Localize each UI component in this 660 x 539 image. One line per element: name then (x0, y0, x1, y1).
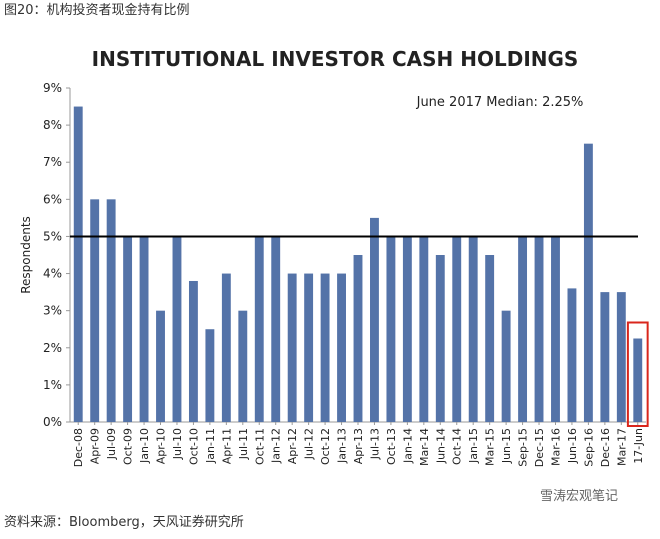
bar (353, 255, 363, 422)
highlight-box (626, 321, 649, 427)
x-tick-label: Jun-16 (566, 428, 579, 464)
caption: 图20：机构投资者现金持有比例 (4, 2, 190, 18)
x-tick-label: Jul-09 (105, 428, 118, 460)
bar (402, 236, 412, 422)
x-tick-label: Dec-15 (533, 428, 546, 467)
bar (90, 199, 100, 422)
bar (271, 236, 281, 422)
x-tick-label: Apr-11 (220, 428, 233, 464)
bar (188, 280, 198, 422)
x-tick-label: Apr-09 (89, 428, 102, 464)
bar (600, 292, 610, 422)
bar (73, 106, 83, 423)
y-axis-label: Respondents (19, 216, 33, 294)
y-tick-label: 0% (43, 415, 62, 429)
x-tick-label: Dec-08 (72, 428, 85, 467)
bar (337, 273, 346, 422)
source: 资料来源：Bloomberg，天风证券研究所 (4, 514, 244, 530)
bar (534, 236, 544, 422)
bar (633, 338, 643, 422)
chart-title: INSTITUTIONAL INVESTOR CASH HOLDINGS (92, 47, 579, 71)
y-tick-label: 9% (43, 81, 62, 95)
bar (205, 329, 215, 422)
x-tick-label: Mar-17 (615, 428, 628, 466)
x-tick-label: Apr-12 (286, 428, 299, 464)
x-tick-label: Jun-15 (500, 428, 513, 464)
bar (419, 236, 429, 422)
bar (452, 236, 462, 422)
x-tick-label: Sep-15 (517, 428, 530, 467)
x-tick-label: Jan-12 (270, 428, 283, 464)
y-tick-label: 1% (43, 378, 62, 392)
x-tick-label: Jan-11 (204, 428, 217, 464)
bar (123, 236, 133, 422)
x-tick-label: Apr-13 (352, 428, 365, 464)
y-tick-label: 4% (43, 267, 62, 281)
x-tick-label: Jan-14 (401, 428, 414, 464)
bar (567, 288, 577, 422)
bar (386, 236, 396, 422)
y-tick-label: 3% (43, 304, 62, 318)
bar (287, 273, 297, 422)
x-tick-label: Jul-10 (171, 428, 184, 460)
x-tick-label: 17-Jun (632, 428, 645, 464)
y-tick-label: 8% (43, 118, 62, 132)
bar (435, 255, 445, 422)
watermark: 雪涛宏观笔记 (540, 488, 618, 504)
x-tick-label: Dec-16 (599, 428, 612, 467)
bar (139, 236, 149, 422)
bar (221, 273, 231, 422)
bar (485, 255, 495, 422)
x-tick-label: Jun-14 (434, 428, 447, 464)
bar (518, 236, 528, 422)
x-tick-label: Jan-10 (138, 428, 151, 464)
x-tick-label: Oct-13 (385, 428, 398, 465)
x-tick-label: Sep-16 (582, 428, 595, 467)
y-tick-label: 2% (43, 341, 62, 355)
y-tick-label: 6% (43, 192, 62, 206)
bar (468, 236, 478, 422)
bar (106, 199, 116, 422)
bar (320, 273, 330, 422)
y-tick-label: 5% (43, 229, 62, 243)
bar (616, 292, 626, 422)
bar (254, 236, 264, 422)
bar (551, 236, 560, 422)
x-tick-label: Mar-16 (549, 428, 562, 466)
x-tick-label: Oct-14 (451, 428, 464, 465)
x-tick-label: Mar-14 (418, 428, 431, 466)
x-tick-label: Oct-10 (187, 428, 200, 465)
bar (370, 217, 379, 422)
bar (238, 310, 248, 422)
x-tick-label: Oct-12 (319, 428, 332, 465)
x-tick-label: Jan-13 (336, 428, 349, 464)
x-tick-label: Jul-12 (303, 428, 316, 460)
x-tick-label: Oct-09 (122, 428, 135, 465)
x-tick-label: Oct-11 (253, 428, 266, 465)
bar (304, 273, 314, 422)
y-tick-label: 7% (43, 155, 62, 169)
x-tick-label: Jul-13 (368, 428, 381, 460)
x-tick-label: Jan-15 (467, 428, 480, 464)
annotation: June 2017 Median: 2.25% (416, 95, 584, 110)
x-tick-label: Apr-10 (155, 428, 168, 464)
x-tick-label: Mar-15 (484, 428, 497, 466)
x-tick-label: Jul-11 (237, 428, 250, 460)
bar (501, 310, 511, 422)
bar (583, 143, 593, 422)
bar (172, 236, 182, 422)
bar (156, 310, 165, 422)
